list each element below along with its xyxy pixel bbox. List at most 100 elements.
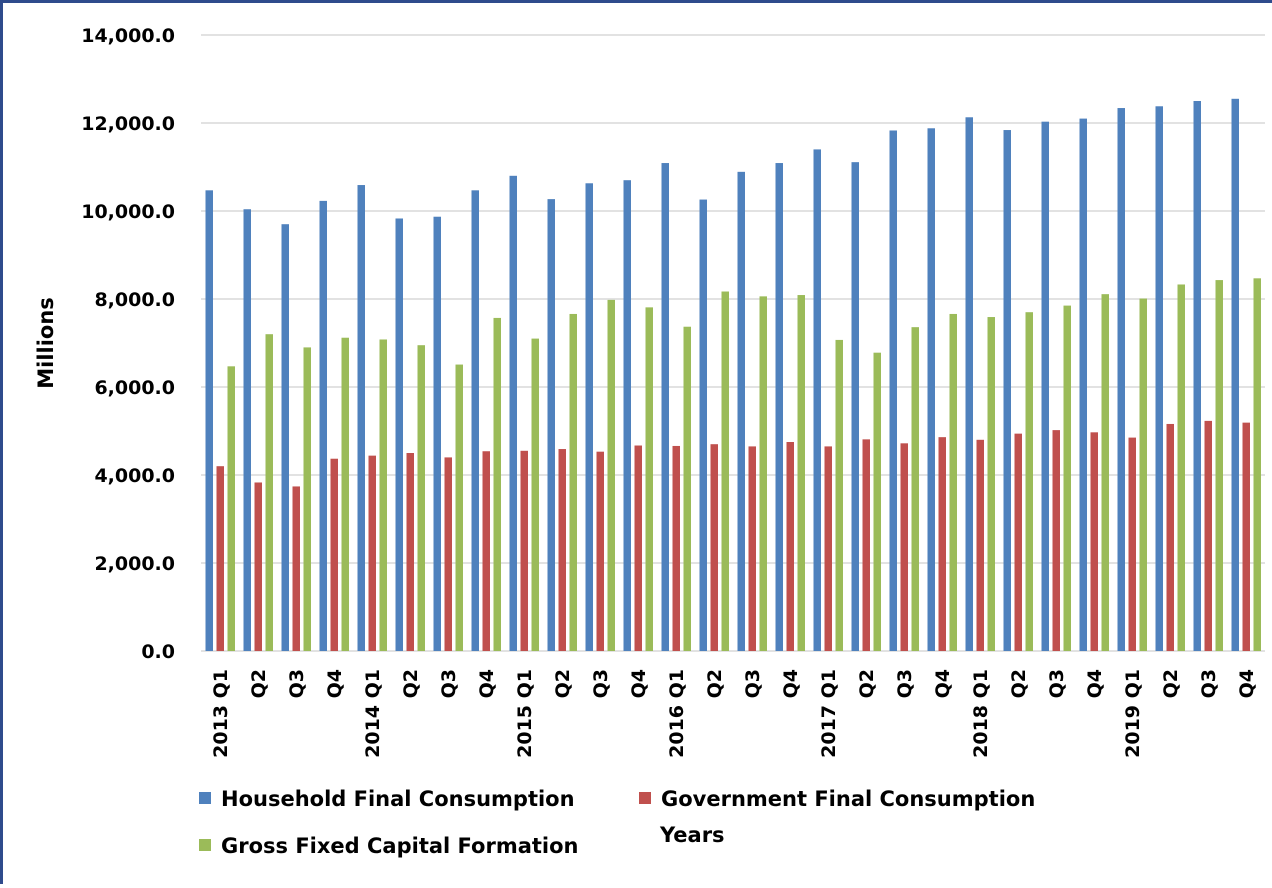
bar-household-final-consumption — [357, 185, 365, 652]
bar-gross-fixed-capital-formation — [1253, 278, 1261, 651]
x-tick-label: 2013 Q1 — [210, 669, 232, 758]
bar-gross-fixed-capital-formation — [1025, 312, 1033, 651]
bar-government-final-consumption — [406, 453, 414, 651]
bar-household-final-consumption — [547, 199, 555, 651]
x-tick-label: 2014 Q1 — [362, 669, 384, 758]
x-tick-label: 2019 Q1 — [1122, 669, 1144, 758]
bar-government-final-consumption — [216, 466, 224, 651]
bar-gross-fixed-capital-formation — [987, 317, 995, 651]
bar-government-final-consumption — [1166, 423, 1174, 651]
bar-government-final-consumption — [330, 458, 338, 651]
y-axis-label: Millions — [34, 297, 58, 389]
bar-government-final-consumption — [368, 455, 376, 651]
y-tick-label: 4,000.0 — [94, 465, 175, 487]
bar-government-final-consumption — [938, 437, 946, 651]
bar-government-final-consumption — [1014, 433, 1022, 651]
bar-government-final-consumption — [1204, 420, 1212, 651]
bar-household-final-consumption — [205, 190, 213, 651]
y-tick-label: 8,000.0 — [94, 289, 175, 311]
bar-household-final-consumption — [813, 149, 821, 651]
bar-gross-fixed-capital-formation — [1063, 305, 1071, 651]
bar-government-final-consumption — [292, 486, 300, 651]
x-tick-label: Q4 — [628, 669, 650, 698]
x-tick-label: Q3 — [742, 669, 764, 698]
bar-government-final-consumption — [520, 450, 528, 651]
y-tick-label: 2,000.0 — [94, 553, 175, 575]
bar-gross-fixed-capital-formation — [493, 317, 501, 651]
legend-swatch — [199, 792, 211, 804]
bar-household-final-consumption — [281, 224, 289, 651]
bar-household-final-consumption — [1155, 106, 1163, 651]
y-tick-label: 0.0 — [141, 641, 175, 663]
x-tick-label: Q2 — [248, 669, 270, 698]
bar-gross-fixed-capital-formation — [227, 366, 235, 651]
bar-household-final-consumption — [243, 209, 251, 652]
x-tick-label: Q3 — [590, 669, 612, 698]
x-tick-label: Q3 — [438, 669, 460, 698]
bar-government-final-consumption — [1242, 422, 1250, 651]
bar-gross-fixed-capital-formation — [835, 339, 843, 651]
bar-gross-fixed-capital-formation — [455, 364, 463, 651]
bar-government-final-consumption — [482, 451, 490, 651]
bar-gross-fixed-capital-formation — [911, 327, 919, 651]
bar-government-final-consumption — [1128, 437, 1136, 651]
bar-gross-fixed-capital-formation — [797, 295, 805, 651]
bar-household-final-consumption — [965, 117, 973, 651]
x-tick-label: Q3 — [1198, 669, 1220, 698]
bar-gross-fixed-capital-formation — [379, 339, 387, 651]
x-tick-label: Q2 — [552, 669, 574, 698]
bar-household-final-consumption — [1041, 121, 1049, 652]
bar-household-final-consumption — [319, 200, 327, 651]
x-tick-label: Q3 — [894, 669, 916, 698]
legend-swatch — [639, 792, 651, 804]
bar-government-final-consumption — [1052, 430, 1060, 651]
legend-label: Gross Fixed Capital Formation — [221, 834, 578, 858]
bar-gross-fixed-capital-formation — [417, 345, 425, 651]
bar-government-final-consumption — [900, 443, 908, 651]
bar-household-final-consumption — [927, 128, 935, 651]
x-tick-label: Q3 — [286, 669, 308, 698]
legend-label: Government Final Consumption — [661, 787, 1035, 811]
bar-government-final-consumption — [1090, 432, 1098, 651]
gridlines — [201, 34, 1265, 652]
bar-household-final-consumption — [471, 190, 479, 651]
bar-gross-fixed-capital-formation — [1101, 294, 1109, 651]
bar-government-final-consumption — [596, 451, 604, 651]
x-tick-label: 2018 Q1 — [970, 669, 992, 758]
bar-gross-fixed-capital-formation — [1139, 298, 1147, 651]
bar-government-final-consumption — [444, 457, 452, 651]
bar-household-final-consumption — [699, 199, 707, 651]
bar-chart: 0.0 2,000.0 4,000.0 6,000.0 8,000.0 10,000.0 1… — [34, 25, 1265, 858]
bar-government-final-consumption — [862, 439, 870, 651]
x-tick-label: Q4 — [476, 669, 498, 698]
x-tick-label: Q2 — [1008, 669, 1030, 698]
bar-gross-fixed-capital-formation — [949, 313, 957, 651]
bar-government-final-consumption — [672, 445, 680, 651]
bar-household-final-consumption — [623, 180, 631, 651]
bar-government-final-consumption — [254, 482, 262, 651]
x-axis-label: Years — [659, 823, 725, 847]
x-axis-ticks: 2013 Q1 Q2 Q3 Q4 2014 Q1 Q2 Q3 Q4 2015 Q1 Q2 Q3 Q4 2… — [210, 669, 1258, 758]
bar-government-final-consumption — [748, 446, 756, 651]
bar-household-final-consumption — [661, 163, 669, 652]
y-tick-label: 6,000.0 — [94, 377, 175, 399]
legend: Household Final Consumption Government Fi… — [199, 787, 1035, 858]
x-tick-label: 2016 Q1 — [666, 669, 688, 758]
bar-government-final-consumption — [558, 449, 566, 651]
x-tick-label: Q2 — [1160, 669, 1182, 698]
bar-gross-fixed-capital-formation — [1177, 284, 1185, 651]
bar-household-final-consumption — [737, 171, 745, 651]
bar-household-final-consumption — [1003, 130, 1011, 651]
bar-gross-fixed-capital-formation — [531, 338, 539, 651]
bar-gross-fixed-capital-formation — [1215, 280, 1223, 651]
bar-gross-fixed-capital-formation — [341, 337, 349, 651]
y-tick-label: 10,000.0 — [81, 201, 175, 223]
x-tick-label: Q4 — [932, 669, 954, 698]
bar-gross-fixed-capital-formation — [607, 299, 615, 651]
x-tick-label: 2015 Q1 — [514, 669, 536, 758]
bar-household-final-consumption — [1117, 108, 1125, 652]
bar-government-final-consumption — [710, 444, 718, 651]
bar-gross-fixed-capital-formation — [873, 352, 881, 651]
y-tick-label: 12,000.0 — [81, 113, 175, 135]
legend-swatch — [199, 839, 211, 851]
